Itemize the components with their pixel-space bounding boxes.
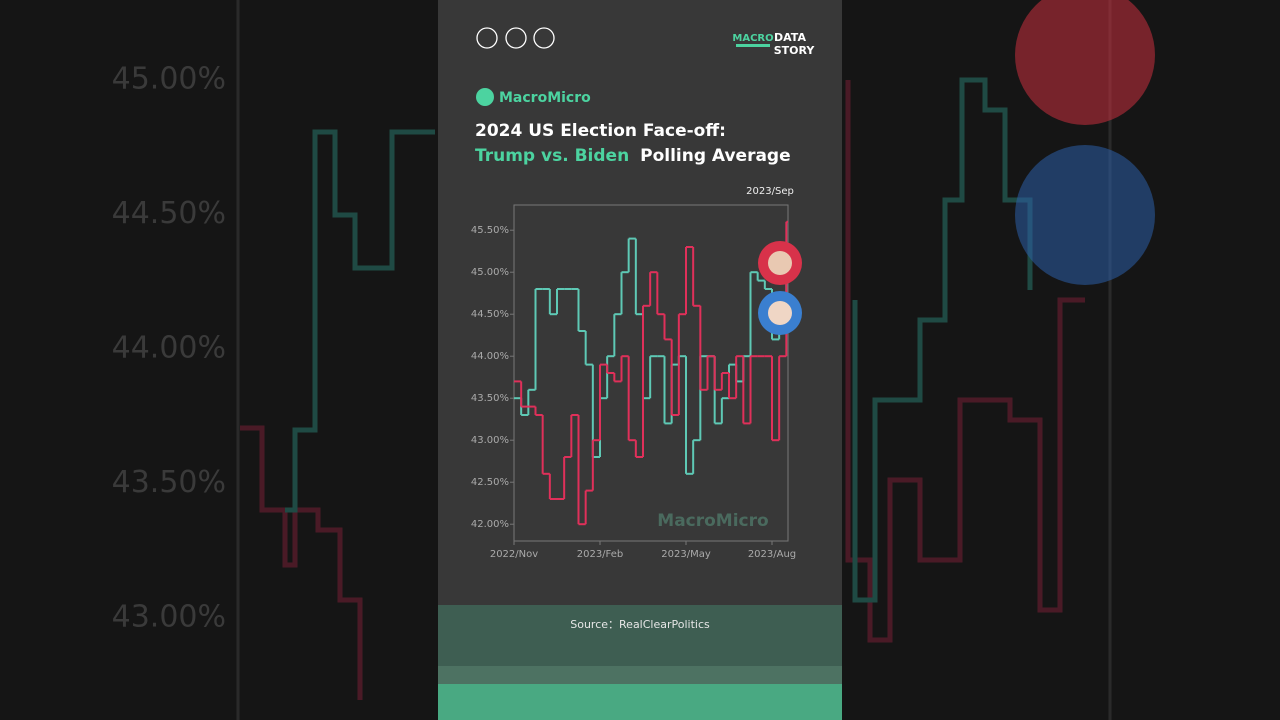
y-tick-label: 45.50% xyxy=(471,225,509,236)
panel xyxy=(438,0,842,720)
watermark: MacroMicro xyxy=(657,511,768,531)
x-tick-label: 2023/Aug xyxy=(748,549,796,560)
footer xyxy=(438,605,842,666)
x-tick-label: 2023/May xyxy=(661,549,711,560)
bg-label: 44.00% xyxy=(112,331,226,366)
title: Trump vs. Biden Polling Average xyxy=(475,146,791,166)
logo-data: DATA xyxy=(774,31,806,44)
brand-icon xyxy=(476,88,494,106)
logo-story: STORY xyxy=(774,44,816,57)
title: 2024 US Election Face-off: xyxy=(475,121,726,141)
brand: MacroMicro xyxy=(499,90,591,106)
plot-frame xyxy=(513,204,789,542)
y-tick-label: 42.50% xyxy=(471,477,509,488)
share-button[interactable] xyxy=(533,27,555,49)
footer-band xyxy=(438,684,842,720)
like-button[interactable] xyxy=(476,27,498,49)
biden-face xyxy=(768,301,792,325)
side-left xyxy=(0,0,438,720)
logo-bar xyxy=(736,44,770,47)
bg-trump xyxy=(1015,0,1155,125)
bg-line xyxy=(852,77,1033,603)
logo-macro: MACRO xyxy=(732,33,773,44)
title-rest: Polling Average xyxy=(640,146,791,166)
bg-label: 43.00% xyxy=(112,600,226,635)
bell-button[interactable] xyxy=(505,27,527,49)
bg-line xyxy=(285,129,435,513)
y-tick-label: 43.50% xyxy=(471,393,509,404)
source: Source：RealClearPolitics xyxy=(570,618,710,631)
y-tick-label: 44.00% xyxy=(471,351,509,362)
annotation: 2023/Sep xyxy=(746,186,794,197)
x-tick-label: 2022/Nov xyxy=(490,549,538,560)
y-tick-label: 43.00% xyxy=(471,435,509,446)
footer-band xyxy=(438,666,842,684)
bg-label: 44.50% xyxy=(112,196,226,231)
bg-line xyxy=(845,80,1085,643)
title-highlight: Trump vs. Biden xyxy=(475,146,629,166)
trump-face xyxy=(768,251,792,275)
bg-label: 43.50% xyxy=(112,465,226,500)
y-tick-label: 44.50% xyxy=(471,309,509,320)
bg-biden xyxy=(1015,145,1155,285)
y-tick-label: 42.00% xyxy=(471,519,509,530)
y-tick-label: 45.00% xyxy=(471,267,509,278)
x-tick-label: 2023/Feb xyxy=(577,549,624,560)
bg-label: 45.00% xyxy=(112,62,226,97)
